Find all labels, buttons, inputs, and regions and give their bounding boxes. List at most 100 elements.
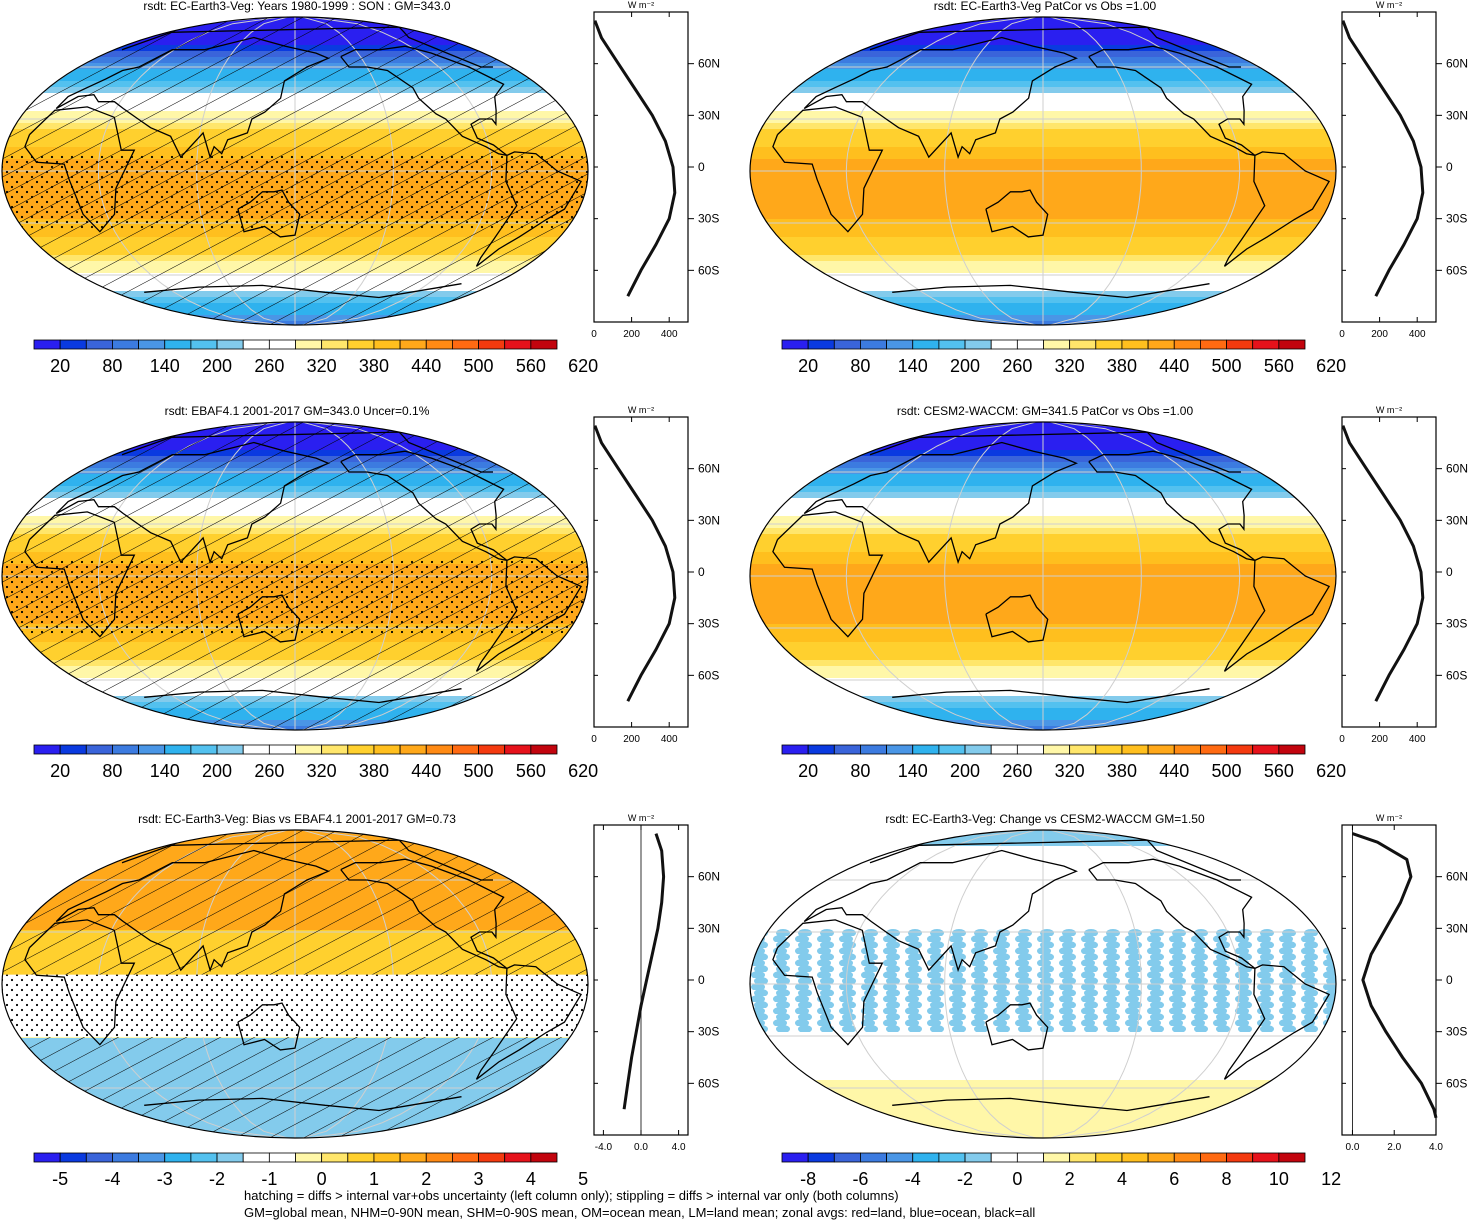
colorbar-swatch (1121, 744, 1149, 755)
colorbar-swatch (964, 339, 992, 350)
colorbar-swatch (242, 339, 270, 350)
zonal-mean-plot: 60N 30N 0 30S 60S 0 200 400 W m⁻² (1339, 405, 1468, 745)
colorbar-swatch (268, 744, 296, 755)
colorbar-label: 0 (317, 1169, 327, 1189)
coastline (121, 26, 493, 68)
coastline (237, 594, 301, 643)
colorbar-label: 380 (1107, 761, 1137, 781)
stippling (2, 560, 588, 636)
coastline (24, 919, 136, 1046)
coastline (1223, 964, 1331, 1080)
colorbar: 20 80 140 200 260 320 380 440 500 560 620 (781, 744, 1346, 781)
colorbar-swatch (912, 339, 940, 350)
coastline (55, 849, 330, 973)
colorbar-swatch (964, 744, 992, 755)
colorbar-label: 4 (1117, 1169, 1127, 1189)
lat-tick-label: 60S (1446, 1076, 1467, 1090)
colorbar-label: 320 (307, 356, 337, 376)
lat-tick-label: 30S (1446, 617, 1467, 631)
coastline (892, 283, 1210, 299)
lat-tick-label: 0 (698, 565, 705, 579)
colorbar-swatch (990, 1152, 1018, 1163)
colorbar-swatch (1043, 744, 1071, 755)
colorbar-label: 200 (202, 356, 232, 376)
colorbar-label: 2 (421, 1169, 431, 1189)
colorbar-swatch (1226, 1152, 1254, 1163)
zonal-x-tick: 200 (623, 329, 640, 340)
map-border (749, 829, 1337, 1139)
coastline (121, 431, 493, 473)
colorbar-swatch (321, 744, 349, 755)
zonal-mean-plot: 60N 30N 0 30S 60S 0.0 2.0 4.0 W m⁻² (1341, 813, 1468, 1153)
panel-title: rsdt: EC-Earth3-Veg: Bias vs EBAF4.1 200… (138, 812, 456, 826)
stippling (2, 974, 588, 1038)
zonal-x-tick: 4.0 (1429, 1142, 1443, 1153)
lat-tick-label: 60N (1446, 462, 1468, 476)
zonal-mean-line (1341, 425, 1425, 702)
colorbar-swatch (268, 339, 296, 350)
colorbar-swatch (1278, 744, 1306, 755)
zonal-mean-line (622, 833, 666, 1110)
colorbar-label: -3 (157, 1169, 173, 1189)
coastline (1223, 151, 1331, 267)
lat-tick-label: 60S (1446, 263, 1467, 277)
colorbar-swatch (138, 744, 166, 755)
colorbar-swatch (807, 744, 835, 755)
colorbar-label: 4 (526, 1169, 536, 1189)
colorbar-swatch (164, 744, 192, 755)
coastline (985, 1002, 1049, 1051)
zonal-x-tick: 0 (1339, 329, 1345, 340)
coastline (144, 1096, 462, 1112)
colorbar-label: 560 (516, 356, 546, 376)
coastline (475, 964, 583, 1080)
colorbar-swatch (1147, 1152, 1175, 1163)
panel-title: rsdt: EC-Earth3-Veg: Years 1980-1999 : S… (143, 0, 451, 13)
colorbar-swatch (938, 744, 966, 755)
zonal-x-tick: 400 (661, 734, 678, 745)
colorbar-swatch (478, 339, 506, 350)
colorbar-swatch (321, 339, 349, 350)
colorbar-label: 440 (1159, 356, 1189, 376)
zonal-x-tick: 200 (623, 734, 640, 745)
colorbar-label: 20 (50, 356, 70, 376)
colorbar-swatch (190, 1152, 218, 1163)
lat-tick-label: 30S (698, 212, 719, 226)
colorbar-swatch (886, 1152, 914, 1163)
zonal-frame (1341, 824, 1437, 1136)
colorbar-swatch (1016, 744, 1044, 755)
stippling (2, 155, 588, 231)
colorbar-swatch (807, 339, 835, 350)
colorbar-label: 560 (516, 761, 546, 781)
zonal-x-tick: 200 (1371, 734, 1388, 745)
lat-tick-label: 30S (1446, 212, 1467, 226)
colorbar-swatch (112, 1152, 139, 1163)
coastline (892, 1096, 1210, 1112)
colorbar-swatch (33, 1152, 61, 1163)
colorbar-label: 440 (1159, 761, 1189, 781)
colorbar-label: 500 (464, 761, 494, 781)
colorbar-swatch (781, 339, 809, 350)
colorbar-label: 260 (1002, 356, 1032, 376)
colorbar-swatch (347, 744, 375, 755)
coastline (237, 189, 301, 238)
zonal-mean-plot: 60N 30N 0 30S 60S -4.0 0.0 4.0 W m⁻² (593, 813, 720, 1153)
colorbar-swatch (990, 339, 1018, 350)
colorbar-swatch (190, 744, 218, 755)
colorbar-swatch (138, 1152, 166, 1163)
panel-title: rsdt: EC-Earth3-Veg PatCor vs Obs =1.00 (933, 0, 1157, 13)
colorbar-swatch (807, 1152, 835, 1163)
colorbar-label: -1 (261, 1169, 277, 1189)
colorbar-label: 260 (1002, 761, 1032, 781)
zonal-mean-line (593, 425, 677, 702)
colorbar-label: -4 (104, 1169, 120, 1189)
zonal-mean-plot: 60N 30N 0 30S 60S 0 200 400 W m⁻² (591, 0, 720, 340)
zonal-unit: W m⁻² (1376, 405, 1402, 415)
colorbar-label: 320 (1055, 761, 1085, 781)
zonal-unit: W m⁻² (1376, 0, 1402, 10)
zonal-x-tick: 400 (661, 329, 678, 340)
coastline (892, 688, 1210, 704)
colorbar-label: 0 (1012, 1169, 1022, 1189)
colorbar-swatch (478, 1152, 506, 1163)
map-border (1, 829, 589, 1139)
lat-tick-label: 30N (698, 921, 720, 935)
